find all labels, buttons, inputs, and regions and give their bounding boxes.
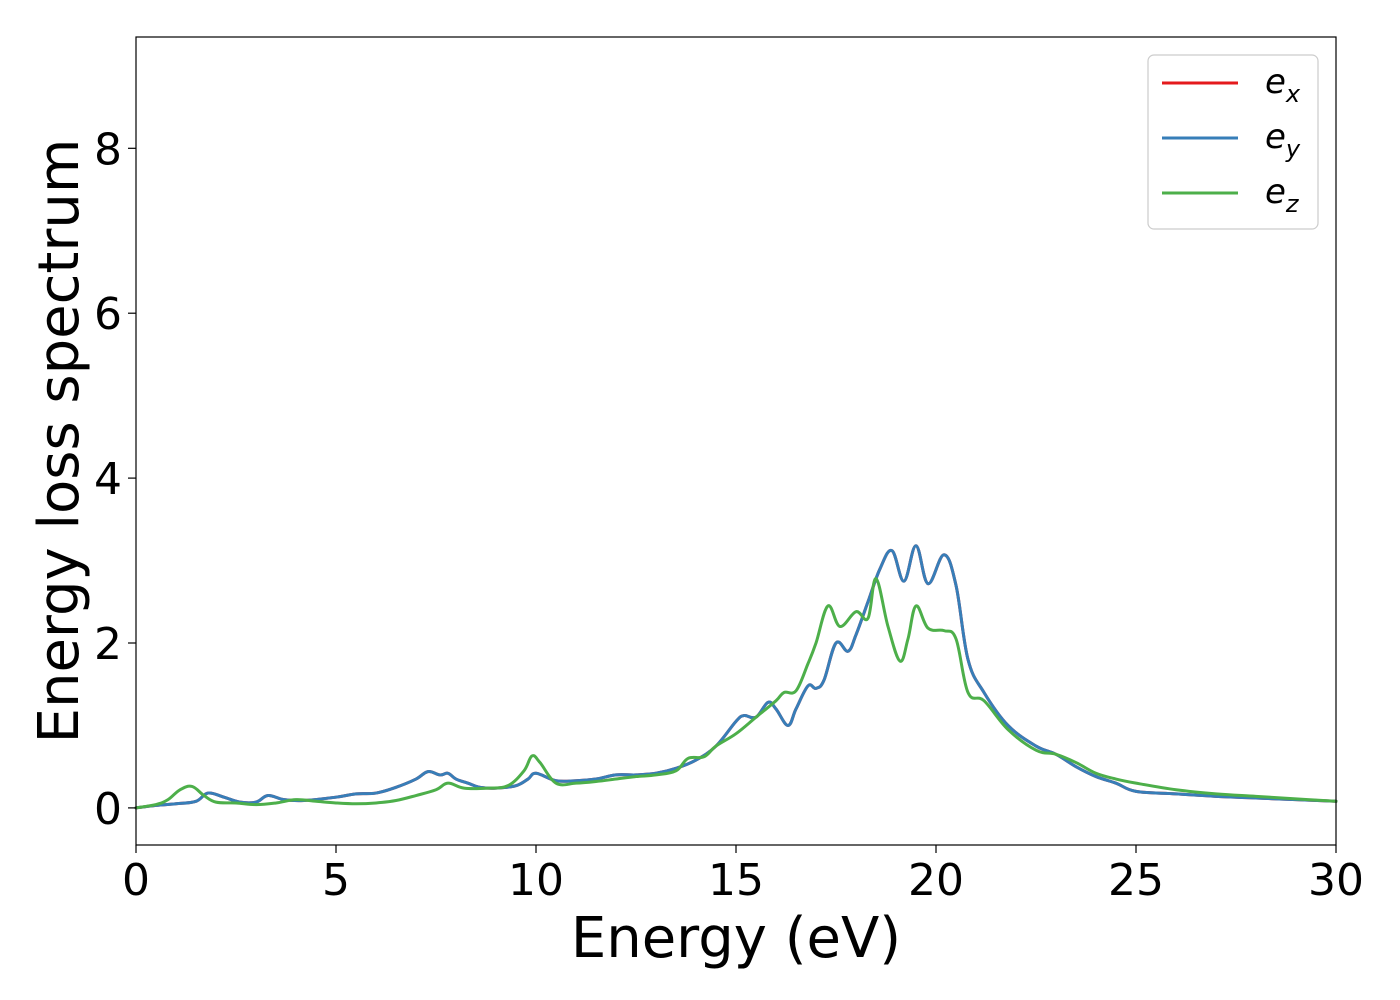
x-tick-label: 5 <box>322 855 350 906</box>
legend-entries: ex ey ez <box>1162 62 1301 218</box>
legend: ex ey ez <box>1147 54 1319 230</box>
x-axis-ticks: 0 5 10 15 20 25 30 <box>122 845 1364 906</box>
y-axis-ticks: 0 2 4 6 8 <box>94 124 136 835</box>
legend-label-ey: ey <box>1265 117 1301 163</box>
y-tick-label: 6 <box>94 289 122 340</box>
x-tick-label: 10 <box>508 855 564 906</box>
y-tick-label: 8 <box>94 124 122 175</box>
series-line-ey <box>134 544 1338 810</box>
legend-label-ex: ex <box>1265 62 1301 108</box>
y-tick-label: 0 <box>94 784 122 835</box>
series-line-ez <box>134 577 1338 810</box>
x-tick-label: 25 <box>1108 855 1164 906</box>
x-tick-label: 15 <box>708 855 764 906</box>
series-layer <box>134 544 1338 810</box>
x-axis-title: Energy (eV) <box>571 906 901 971</box>
y-tick-label: 4 <box>94 454 122 505</box>
y-tick-label: 2 <box>94 619 122 670</box>
x-tick-label: 20 <box>908 855 964 906</box>
legend-label-ez: ez <box>1265 172 1300 218</box>
x-tick-label: 30 <box>1308 855 1364 906</box>
y-axis-title: Energy loss spectrum <box>27 139 92 744</box>
x-tick-label: 0 <box>122 855 150 906</box>
legend-box <box>1147 54 1319 230</box>
